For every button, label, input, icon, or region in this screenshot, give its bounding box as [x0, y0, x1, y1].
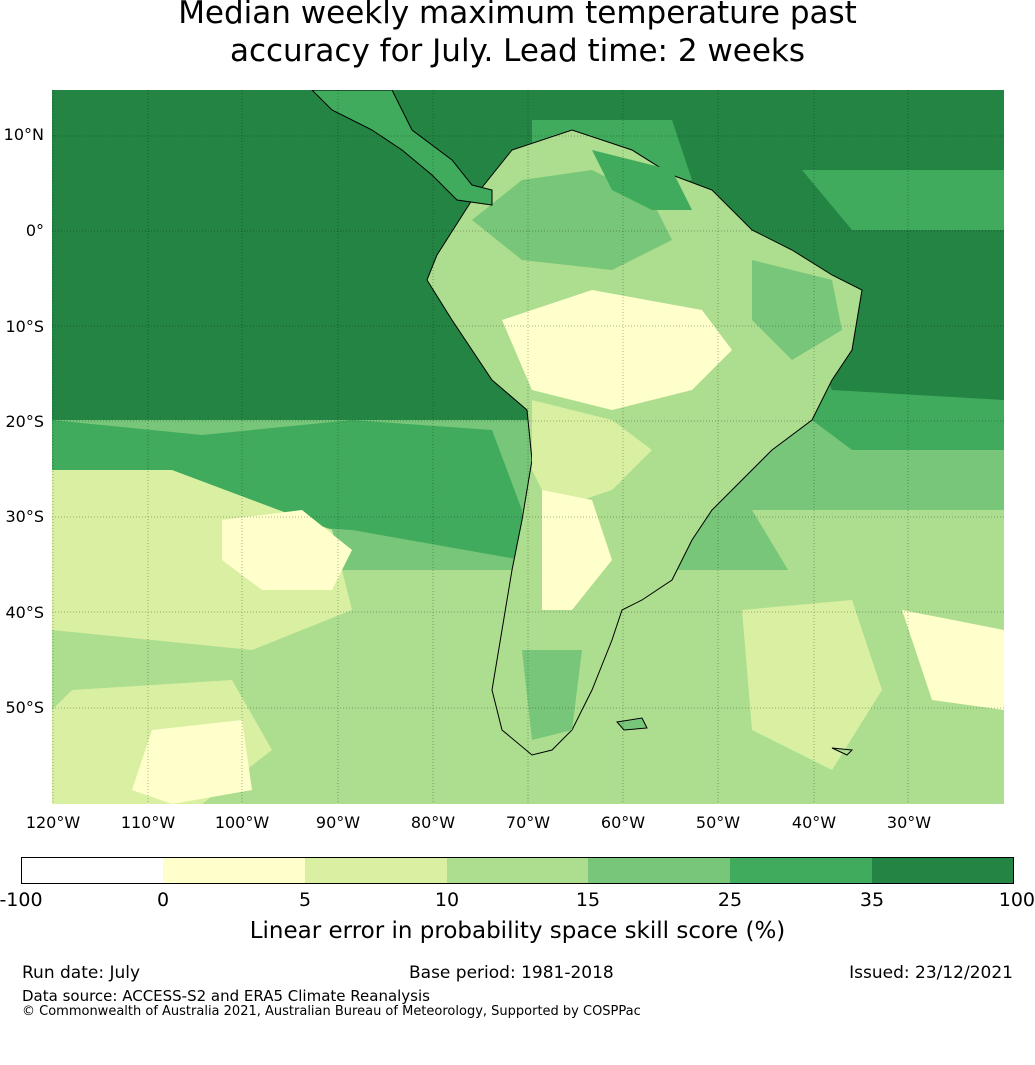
lat-label-30s: 30°S	[5, 507, 44, 526]
colorbar-segment-15-25	[588, 857, 730, 884]
lat-label-20s: 20°S	[5, 412, 44, 431]
colorbar-segment-10-15	[447, 857, 588, 884]
lon-label-110w: 110°W	[120, 813, 176, 832]
colorbar	[21, 857, 1014, 884]
atlantic-south-c	[902, 610, 1004, 710]
title-line-1: Median weekly maximum temperature past	[178, 0, 857, 31]
south-georgia	[831, 747, 854, 756]
colorbar-label: Linear error in probability space skill …	[249, 918, 786, 944]
run-date: Run date: July	[22, 963, 141, 983]
skill-score-map	[52, 90, 1004, 804]
pacific-transition	[52, 420, 522, 560]
pacific-patch-a	[222, 510, 352, 590]
lat-label-10s: 10°S	[5, 317, 44, 336]
northeast-patch	[752, 260, 842, 360]
highlands-lowskill	[502, 290, 732, 410]
colorbar-border	[21, 857, 1014, 884]
colorbar-segment-0-5	[163, 857, 305, 884]
colorbar-tick-35: 35	[859, 889, 885, 911]
colorbar-segment-35-100	[872, 857, 1014, 884]
colorbar-tick-neg100: -100	[0, 889, 43, 911]
lat-label-10n: 10°N	[3, 125, 44, 144]
interior-patch	[532, 400, 652, 510]
lat-label-50s: 50°S	[5, 698, 44, 717]
central-america-landmass	[311, 90, 493, 206]
colorbar-segment-25-35	[730, 857, 872, 884]
data-source: Data source: ACCESS-S2 and ERA5 Climate …	[22, 987, 430, 1005]
colorbar-tick-5: 5	[298, 889, 312, 911]
patagonia-patch	[522, 650, 582, 740]
caribbean-coast-patch	[592, 150, 692, 210]
lon-label-120w: 120°W	[25, 813, 81, 832]
colorbar-segment-neg100-0	[21, 857, 163, 884]
atlantic-north-a	[802, 170, 1004, 230]
colorbar-tick-25: 25	[717, 889, 743, 911]
lon-label-60w: 60°W	[600, 813, 646, 832]
interior-patch-2	[542, 490, 612, 610]
colorbar-tick-15: 15	[575, 889, 601, 911]
colorbar-tick-10: 10	[434, 889, 460, 911]
lon-label-70w: 70°W	[505, 813, 551, 832]
atlantic-south-b	[742, 600, 882, 770]
gridlines	[52, 90, 1004, 804]
lon-label-100w: 100°W	[214, 813, 270, 832]
falkland-islands	[616, 717, 648, 731]
lat-label-40s: 40°S	[5, 603, 44, 622]
title-line-2: accuracy for July. Lead time: 2 weeks	[229, 33, 806, 69]
colorbar-tick-0: 0	[156, 889, 170, 911]
lon-label-30w: 30°W	[886, 813, 932, 832]
copyright: © Commonwealth of Australia 2021, Austra…	[22, 1004, 641, 1019]
lon-label-90w: 90°W	[315, 813, 361, 832]
map-title: Median weekly maximum temperature past a…	[0, 0, 1035, 70]
lon-label-50w: 50°W	[695, 813, 741, 832]
base-period: Base period: 1981-2018	[409, 963, 614, 983]
colorbar-tick-100: 100	[998, 889, 1035, 911]
lon-label-80w: 80°W	[410, 813, 456, 832]
issued-date: Issued: 23/12/2021	[849, 963, 1013, 983]
lat-label-0: 0°	[25, 221, 44, 240]
pacific-patch-c	[132, 720, 252, 804]
colorbar-segment-5-10	[305, 857, 447, 884]
lon-label-40w: 40°W	[791, 813, 837, 832]
